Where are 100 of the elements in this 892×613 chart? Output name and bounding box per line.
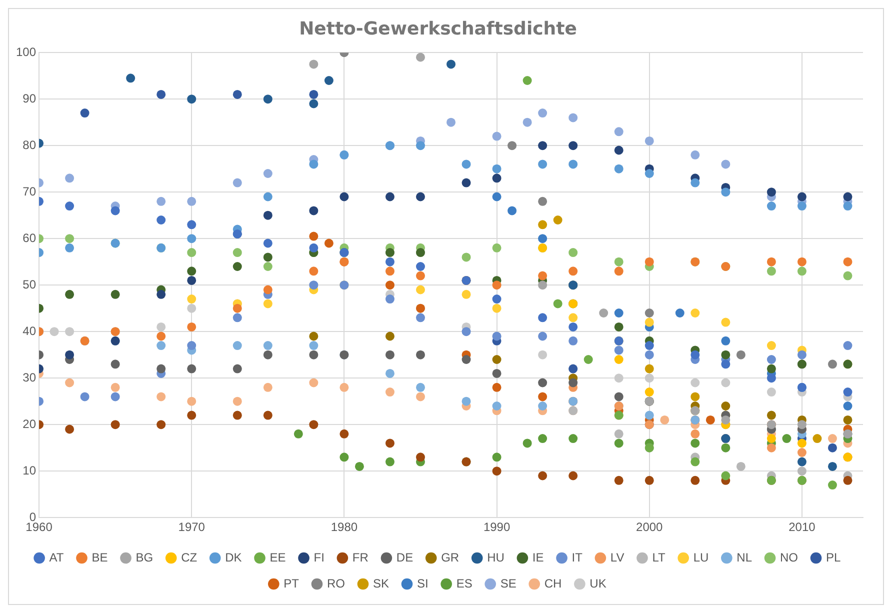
point [187, 248, 196, 258]
point [492, 174, 502, 183]
point [644, 476, 654, 485]
point [416, 192, 425, 202]
point [614, 476, 624, 485]
point [385, 266, 394, 276]
point [721, 188, 730, 197]
legend-label: UK [590, 576, 606, 590]
point [416, 141, 425, 150]
legend-label: LV [610, 550, 624, 564]
point [309, 232, 318, 241]
point [538, 402, 548, 410]
point [232, 90, 242, 99]
point [462, 290, 471, 299]
point [110, 382, 120, 392]
y-tick-label: 20 [22, 416, 36, 431]
point [843, 341, 852, 350]
point [614, 374, 624, 383]
point [644, 257, 654, 266]
point [232, 396, 242, 406]
chart-title: Netto-Gewerkschaftsdichte [299, 18, 577, 40]
point [736, 350, 746, 360]
legend-label: DE [396, 550, 414, 564]
point [50, 327, 59, 336]
point [568, 313, 578, 322]
point [568, 266, 578, 276]
legend-label: PT [284, 576, 300, 590]
point [538, 471, 548, 480]
point [309, 332, 318, 341]
point [766, 410, 776, 420]
point [538, 378, 548, 388]
point [614, 346, 624, 355]
point [354, 462, 364, 471]
point [110, 360, 120, 369]
point [675, 308, 684, 318]
point [309, 99, 318, 108]
point [110, 290, 120, 299]
y-tick-label: 10 [22, 463, 36, 478]
point [446, 60, 456, 69]
point [538, 434, 548, 444]
point [706, 415, 715, 424]
point [263, 350, 272, 360]
point [828, 462, 837, 471]
point [522, 118, 532, 127]
point [538, 196, 548, 206]
point [614, 308, 624, 318]
point [65, 243, 74, 252]
point [721, 415, 730, 424]
point [385, 332, 394, 341]
point [538, 160, 548, 169]
point [416, 285, 425, 294]
point [232, 178, 242, 188]
point [538, 108, 548, 118]
point [462, 396, 471, 406]
point [797, 420, 806, 430]
point [263, 192, 272, 202]
point [522, 76, 532, 85]
point [568, 378, 578, 388]
point [65, 378, 74, 388]
point [644, 341, 654, 350]
point [721, 360, 730, 369]
x-tick-label: 2010 [788, 520, 816, 534]
y-tick-label: 50 [22, 277, 36, 292]
legend-label: LT [652, 550, 666, 564]
point [644, 388, 654, 397]
point [538, 313, 548, 322]
point [721, 336, 730, 346]
point [263, 169, 272, 178]
point [644, 410, 654, 420]
point [492, 466, 502, 476]
legend-label: FI [314, 550, 324, 564]
point [614, 127, 624, 136]
y-tick-label: 100 [16, 44, 36, 59]
point [538, 234, 548, 244]
point [568, 248, 578, 258]
point [65, 424, 74, 434]
point [690, 178, 700, 188]
point [660, 415, 670, 424]
point [690, 150, 700, 160]
point [828, 434, 837, 444]
point [187, 266, 196, 276]
point [416, 392, 425, 402]
point [187, 94, 196, 104]
point [584, 355, 593, 364]
point [385, 192, 394, 202]
point [568, 322, 578, 332]
point [568, 471, 578, 480]
point [416, 313, 425, 322]
point [797, 457, 806, 466]
point [65, 202, 74, 211]
point [644, 136, 654, 146]
point [797, 257, 806, 266]
point [324, 76, 334, 85]
point [187, 234, 196, 244]
point [843, 192, 852, 202]
point [110, 206, 120, 216]
legend-label: PL [826, 550, 842, 564]
point [340, 452, 349, 462]
point [843, 476, 852, 485]
point [156, 420, 166, 430]
